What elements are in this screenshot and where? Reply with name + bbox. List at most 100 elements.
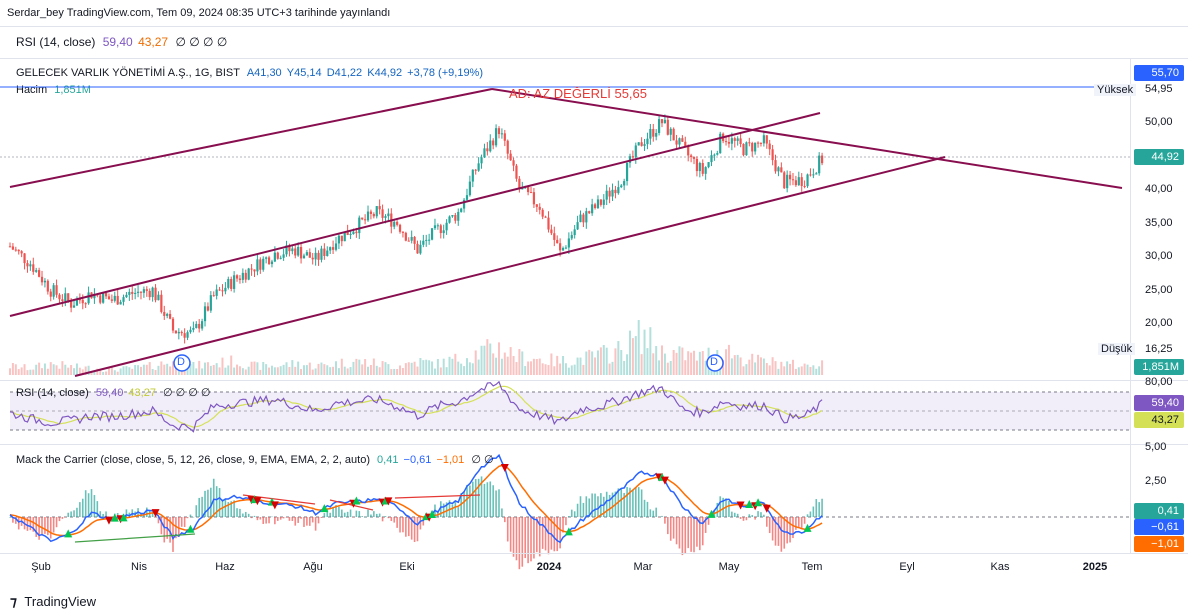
candle [361, 217, 364, 221]
sell-marker [270, 501, 279, 510]
macd-hist-bar [399, 517, 401, 533]
event-marker-2 [706, 354, 724, 372]
volume-bar [151, 368, 154, 375]
macd-legend[interactable]: Mack the Carrier (close, close, 5, 12, 2… [16, 453, 494, 466]
crossover-markers [64, 464, 812, 538]
macd-hist-bar [151, 511, 154, 517]
candle [186, 330, 189, 341]
volume-bar [509, 347, 512, 375]
candle [439, 223, 442, 239]
macd-hist-bar [684, 517, 687, 554]
candle [75, 296, 79, 307]
macd-hist-bar [9, 517, 11, 518]
candle [681, 135, 684, 142]
volume-bar [794, 368, 797, 375]
volume-bar [38, 362, 41, 375]
candle [809, 168, 812, 177]
volume-bar [137, 365, 140, 375]
volume-bar [602, 345, 605, 375]
candle [398, 223, 402, 234]
macd-hist-bar [236, 508, 238, 517]
macd-hist-bar [530, 517, 532, 562]
volume-bar [81, 369, 84, 375]
volume-bar [166, 363, 169, 375]
candle [806, 173, 809, 188]
event-marker-1 [173, 354, 191, 372]
candle [480, 154, 483, 169]
volume-bar [212, 364, 215, 375]
event-marker-2-label[interactable]: D [710, 356, 718, 368]
macd-hist-bar [661, 515, 663, 517]
volume-bar [90, 371, 93, 375]
divergence-line-red-3 [394, 494, 481, 499]
macd-hist-bar [52, 517, 55, 533]
candle [640, 137, 643, 147]
buy-marker [564, 527, 573, 536]
macd-hist-bar [655, 507, 657, 517]
candle [579, 210, 582, 223]
publisher-line: Serdar_bey TradingView.com, Tem 09, 2024… [7, 7, 391, 19]
candle [157, 291, 160, 301]
volume-bar [448, 356, 451, 375]
candle [588, 210, 591, 214]
candle [666, 115, 669, 136]
footer-logo[interactable]: ⁊ TradingView [10, 593, 96, 611]
volume-bar [681, 347, 684, 375]
macd-hist-bar [690, 517, 692, 552]
candle [61, 294, 64, 307]
candle [462, 198, 466, 213]
volume-bar [49, 362, 52, 375]
macd-hist-bar [521, 517, 524, 567]
candle [366, 205, 370, 222]
volume-bar [320, 362, 323, 375]
candle [317, 250, 320, 266]
candle [145, 286, 148, 297]
candle [815, 171, 818, 175]
rsi-legend[interactable]: RSI (14, close) 59,40 43,27 ∅ ∅ ∅ ∅ [16, 386, 211, 399]
volume-bar [329, 367, 332, 375]
candle [556, 235, 559, 244]
volume-bar [355, 358, 358, 375]
candle [14, 246, 17, 252]
candle [800, 173, 803, 192]
macd-hist-bar [451, 504, 454, 517]
macd-hist-bar [789, 517, 791, 543]
macd-hist-bar [352, 517, 355, 518]
candle [687, 144, 690, 162]
macd-hist-bar [247, 513, 250, 517]
candle [704, 166, 707, 180]
macd-hist-bar [798, 517, 800, 527]
macd-hist-bar [250, 517, 253, 519]
event-marker-1-label[interactable]: D [177, 356, 185, 368]
candle [695, 156, 699, 177]
top-indicator-legend[interactable]: RSI (14, close) 59,40 43,27 ∅ ∅ ∅ ∅ [16, 35, 227, 49]
macd-hist-bar [565, 517, 567, 526]
price-tick: 25,00 [1145, 284, 1173, 296]
macd-hist-bar [591, 493, 593, 517]
macd-hist-bar [99, 511, 102, 517]
candle [285, 240, 288, 257]
symbol-legend[interactable]: GELECEK VARLIK YÖNETİMİ A.Ş., 1G, BIST A… [16, 67, 483, 79]
macd-hist-bar [463, 491, 465, 517]
time-label: 2025 [1082, 561, 1108, 573]
candle [93, 288, 96, 304]
badge-rsi: 59,40 [1134, 395, 1184, 411]
candle [631, 150, 634, 160]
macd-hist-bar [472, 481, 474, 517]
candle [756, 141, 760, 148]
volume-bar [672, 349, 675, 375]
macd-hist-bar [29, 517, 32, 531]
macd-hist-bar [87, 493, 90, 517]
volume-bar [693, 350, 696, 375]
volume-bar [9, 368, 11, 375]
macd-hist-bar [652, 510, 655, 517]
volume-bar [349, 367, 352, 375]
macd-hist-bar [64, 517, 67, 518]
macd-hist-bar [765, 517, 768, 527]
candle [576, 215, 579, 230]
candle [151, 286, 154, 302]
volume-bar [695, 360, 698, 375]
volume-bar [294, 366, 297, 375]
sell-marker [151, 509, 160, 518]
